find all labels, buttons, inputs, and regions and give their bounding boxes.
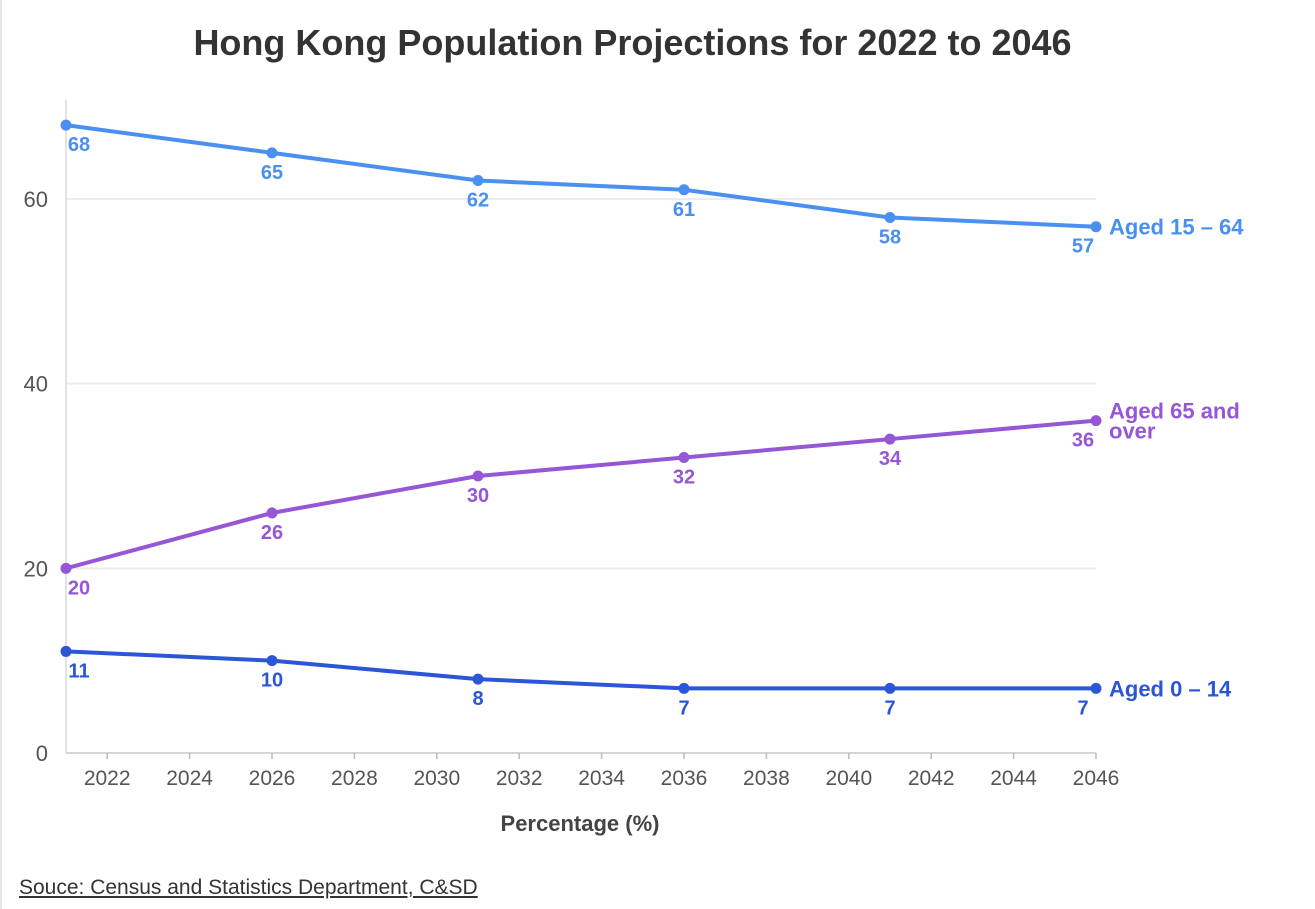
y-tick-label-20: 20 xyxy=(24,556,48,581)
x-tick-label-2022: 2022 xyxy=(84,767,131,790)
x-tick-label-2040: 2040 xyxy=(825,767,872,790)
series-2-point-2021 xyxy=(60,562,72,574)
x-tick-label-2024: 2024 xyxy=(166,767,213,790)
x-axis-title: Percentage (%) xyxy=(501,811,660,836)
series-1-data-label-2041: 58 xyxy=(879,226,901,248)
x-tick-label-2036: 2036 xyxy=(661,767,708,790)
series-3-point-2031 xyxy=(472,673,484,685)
series-1-point-2021 xyxy=(60,119,72,131)
grid-lines xyxy=(66,198,1096,570)
series-3-point-2046 xyxy=(1090,682,1102,694)
series-1-point-2046 xyxy=(1090,221,1102,233)
series-3-data-label-2026: 10 xyxy=(261,670,283,692)
series-1-data-label-2026: 65 xyxy=(261,162,283,184)
series-2-data-label-2026: 26 xyxy=(261,522,283,544)
series-1-point-2026 xyxy=(266,147,278,159)
series-3-data-label-2031: 8 xyxy=(472,688,483,710)
x-tick-label-2028: 2028 xyxy=(331,767,378,790)
series-3-point-2026 xyxy=(266,655,278,667)
series-3-name-label-line-1: Aged 0 – 14 xyxy=(1109,676,1232,701)
series-2-data-label-2046: 36 xyxy=(1072,430,1094,452)
series-1-name-label: Aged 15 – 64 xyxy=(1109,215,1244,240)
series-1-line xyxy=(64,123,1098,229)
x-tick-label-2026: 2026 xyxy=(249,767,296,790)
source-link[interactable]: Souce: Census and Statistics Department,… xyxy=(19,876,478,899)
series-1-point-2041 xyxy=(884,211,896,223)
series-2-point-2026 xyxy=(266,507,278,519)
series-1-point-2036 xyxy=(678,184,690,196)
series-3-line xyxy=(64,649,1098,691)
series-3-name-label: Aged 0 – 14 xyxy=(1109,676,1232,701)
series-2-name-label-line-1: Aged 65 and xyxy=(1109,399,1240,424)
series-2-point-2031 xyxy=(472,470,484,482)
x-tick-label-2046: 2046 xyxy=(1073,767,1120,790)
series-2-name-label-line-2: over xyxy=(1109,419,1156,444)
series-3-data-label-2036: 7 xyxy=(678,697,689,719)
series-3-point-2021 xyxy=(60,645,72,657)
series-1-point-2031 xyxy=(472,175,484,187)
series-1-data-label-2031: 62 xyxy=(467,190,489,212)
x-tick-label-2034: 2034 xyxy=(578,767,625,790)
series-1-data-label-2036: 61 xyxy=(673,199,695,221)
series-2-point-2036 xyxy=(678,452,690,464)
series-3-data-label-2046: 7 xyxy=(1077,697,1088,719)
y-tick-label-0: 0 xyxy=(36,741,48,766)
series-1-data-label-2021: 68 xyxy=(68,134,90,156)
x-tick-label-2044: 2044 xyxy=(990,767,1037,790)
series-3-data-label-2021: 11 xyxy=(68,660,89,682)
series-2-data-label-2036: 32 xyxy=(673,467,695,489)
series-2-data-label-2031: 30 xyxy=(467,485,489,507)
series-2-name-label: Aged 65 and over xyxy=(1109,399,1240,444)
series-3-point-2041 xyxy=(884,682,896,694)
series-2-data-label-2021: 20 xyxy=(68,577,90,599)
chart-title: Hong Kong Population Projections for 202… xyxy=(193,22,1072,63)
series-2-point-2046 xyxy=(1090,415,1102,427)
y-tick-label-60: 60 xyxy=(24,187,48,212)
series-3-point-2036 xyxy=(678,682,690,694)
series-2-point-2041 xyxy=(884,433,896,445)
x-tick-label-2042: 2042 xyxy=(908,767,955,790)
x-tick-label-2030: 2030 xyxy=(413,767,460,790)
y-tick-label-40: 40 xyxy=(24,372,48,397)
series-2-line xyxy=(64,418,1098,571)
series-1-data-label-2046: 57 xyxy=(1072,236,1094,258)
series-1-name-label-line-1: Aged 15 – 64 xyxy=(1109,215,1244,240)
series-2-data-label-2041: 34 xyxy=(879,448,902,470)
series-lines xyxy=(60,119,1102,694)
data-labels: 68 65 62 61 58 57 Aged 15 – 64 20 26 30 32 34 36 Aged… xyxy=(68,134,1244,719)
series-3-data-label-2041: 7 xyxy=(884,697,895,719)
x-tick-label-2038: 2038 xyxy=(743,767,790,790)
x-tick-label-2032: 2032 xyxy=(496,767,543,790)
page-left-border xyxy=(0,0,2,909)
